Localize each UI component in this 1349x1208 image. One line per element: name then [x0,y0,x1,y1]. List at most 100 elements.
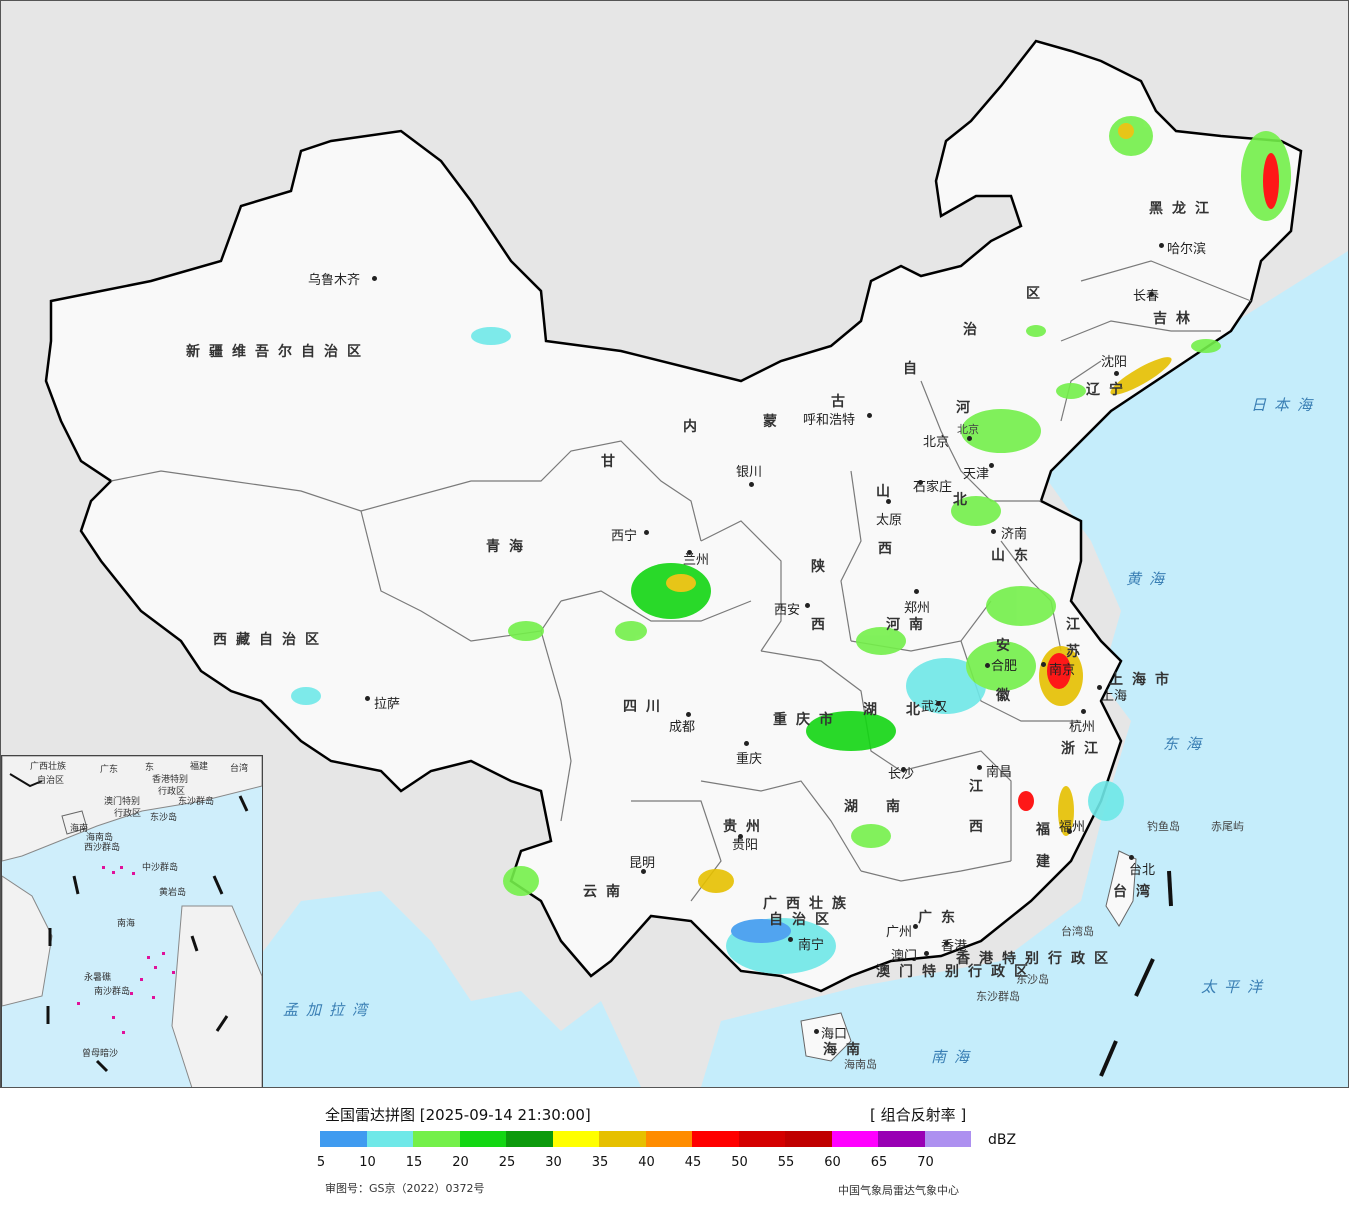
island-label: 北京 [957,423,979,436]
province-label: 江 [969,779,992,795]
city-marker-icon [1129,855,1134,860]
province-label: 自治区 [769,912,838,928]
city-label: 兰州 [683,553,710,568]
color-bar-tick-label: 50 [731,1155,748,1170]
color-swatch [552,1131,599,1147]
city-marker-icon [977,765,982,770]
inset-label: 南海 [117,919,136,929]
city-marker-icon [936,701,941,706]
city-label: 昆明 [629,856,656,871]
city-label: 福州 [1059,820,1086,835]
city-marker-icon [991,529,996,534]
province-label: 西藏自治区 [213,632,328,648]
color-bar-tick-label: 55 [777,1155,795,1170]
inset-label: 台湾 [230,764,249,774]
province-label: 蒙 [763,414,786,430]
color-swatch [785,1131,832,1147]
city-label: 海口 [821,1027,848,1042]
city-label: 长沙 [888,767,915,782]
color-swatch [878,1131,925,1147]
inset-label: 海南 [70,824,89,834]
color-bar-tick-label: 40 [638,1155,655,1170]
city-marker-icon [814,1029,819,1034]
city-marker-icon [867,413,872,418]
city-label: 杭州 [1069,720,1096,735]
inset-label: 东 [145,763,155,773]
province-label: 治 [963,322,986,338]
province-label: 河 [956,400,979,416]
product-name: [ 组合反射率 ] [870,1106,967,1124]
province-label: 湖 [863,702,886,718]
city-label: 南宁 [798,938,825,953]
inset-label: 南沙群岛 [94,987,131,997]
inset-label: 中沙群岛 [142,863,179,873]
city-label: 拉萨 [374,697,401,712]
city-marker-icon [372,276,377,281]
city-label: 长春 [1133,289,1160,304]
province-label: 北 [953,492,976,508]
inset-canvas [2,756,262,1087]
province-label: 吉林 [1153,311,1199,327]
province-label: 江 [1066,617,1089,633]
province-label: 浙江 [1061,741,1107,757]
city-marker-icon [1097,685,1102,690]
sea-label: 南海 [931,1048,978,1066]
color-bar-tick-label: 45 [684,1155,702,1170]
province-label: 重庆市 [773,712,842,728]
color-swatch [738,1131,785,1147]
city-label: 西宁 [611,529,638,544]
inset-label: 曾母暗沙 [82,1049,119,1059]
province-label: 河南 [886,617,932,633]
color-swatch [645,1131,692,1147]
city-label: 南京 [1049,663,1076,678]
province-label: 香港特别行政区 [956,951,1117,967]
province-label: 上海市 [1109,672,1178,688]
radar-echoes [291,116,1291,974]
city-label: 重庆 [736,752,763,767]
china-land [44,39,1303,993]
province-label: 苏 [1066,644,1089,660]
legend-title: 全国雷达拼图 [2025-09-14 21:30:00] [325,1106,591,1124]
color-bar-tick-label: 60 [824,1155,841,1170]
city-marker-icon [1114,371,1119,376]
inset-label: 永暑礁 [84,973,112,983]
sea-label: 日本海 [1251,396,1321,414]
province-label: 台湾 [1113,884,1159,900]
inset-label: 广西壮族 [30,762,67,772]
color-swatch [459,1131,506,1147]
color-bar-tick-label: 15 [405,1155,423,1170]
province-label: 建 [1036,854,1059,870]
city-marker-icon [924,951,929,956]
city-label: 上海 [1101,689,1128,704]
province-label: 区 [1026,286,1049,302]
color-swatch [831,1131,878,1147]
city-marker-icon [365,696,370,701]
city-label: 太原 [876,513,903,528]
province-label: 北 [906,702,929,718]
sea-label: 太平洋 [1201,978,1271,996]
city-marker-icon [918,480,923,485]
province-label: 徽 [996,688,1019,704]
city-marker-icon [686,712,691,717]
province-label: 澳门特别行政区 [876,964,1037,980]
inset-label: 行政区 [158,787,186,797]
city-label: 北京 [923,435,950,450]
province-label: 西 [811,617,834,633]
province-label: 黑龙江 [1149,201,1218,217]
city-marker-icon [1159,243,1164,248]
province-label: 海南 [823,1042,869,1058]
inset-label: 福建 [190,762,209,772]
sea-label: 东海 [1163,735,1210,753]
unit-label: dBZ [988,1132,1017,1148]
inset-label: 行政区 [114,809,142,819]
province-label: 山东 [991,548,1037,564]
color-swatch [599,1131,646,1147]
province-label: 辽宁 [1086,382,1132,398]
province-label: 南 [886,799,909,815]
province-label: 山 [876,484,899,500]
city-marker-icon [744,741,749,746]
inset-label: 东沙岛 [150,813,178,823]
island-label: 东沙岛 [1016,973,1049,986]
city-label: 郑州 [904,601,931,616]
city-marker-icon [641,869,646,874]
